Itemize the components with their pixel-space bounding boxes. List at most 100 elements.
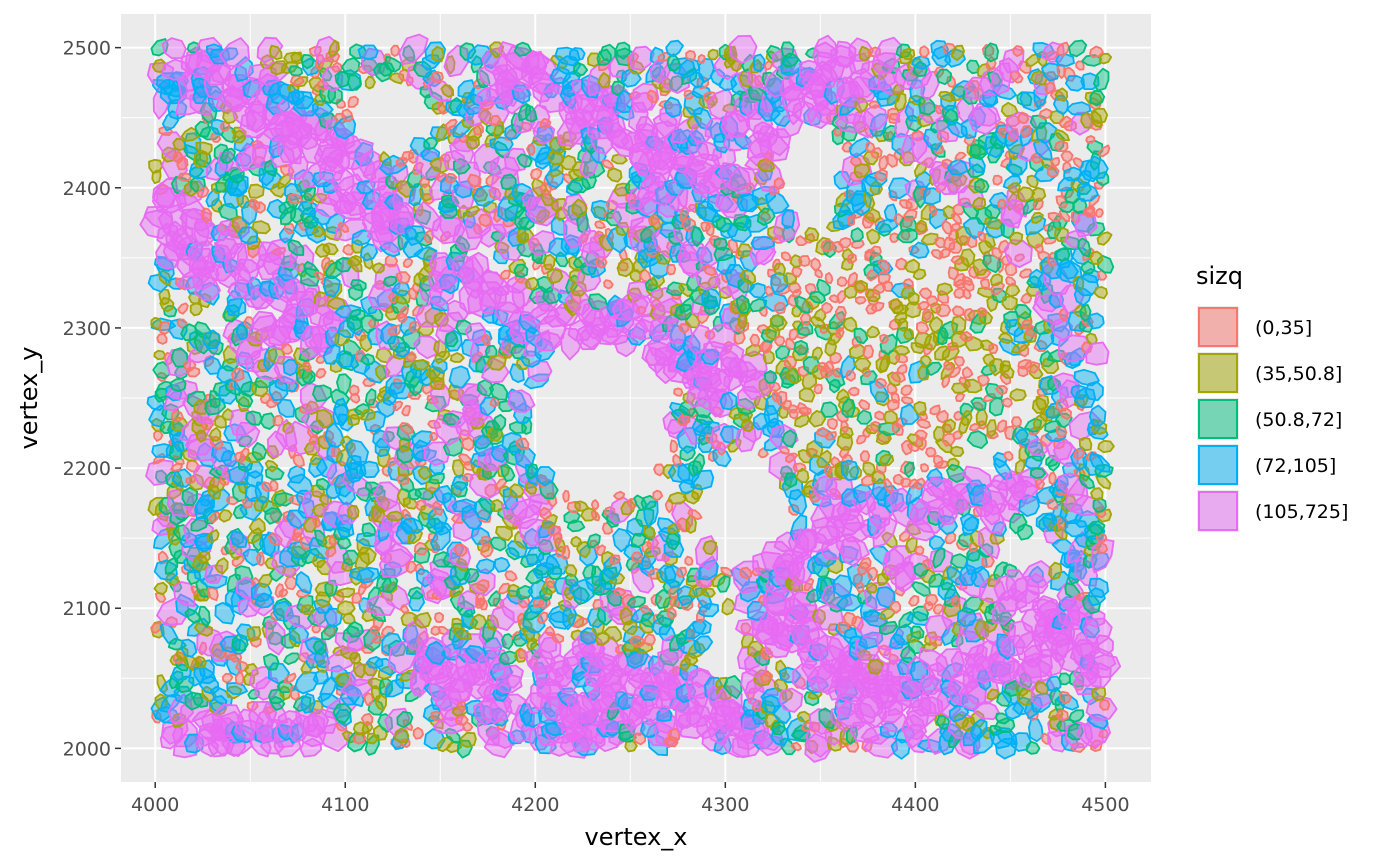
cell-polygon	[223, 423, 247, 442]
cell-polygon	[226, 682, 249, 695]
cell-polygon	[1090, 487, 1104, 501]
cell-polygon	[854, 296, 867, 305]
cell-polygon	[986, 419, 997, 438]
cell-polygon	[268, 479, 279, 492]
legend-label: (0,35]	[1255, 317, 1312, 339]
cell-polygon	[322, 242, 339, 256]
cell-polygon	[893, 344, 911, 356]
cell-polygon	[150, 622, 163, 634]
cell-polygon	[255, 551, 265, 567]
cell-polygon	[206, 586, 219, 602]
cell-polygon	[346, 620, 365, 638]
cell-polygon	[939, 248, 951, 259]
cell-polygon	[1021, 318, 1033, 330]
legend-label: (105,725]	[1255, 501, 1348, 523]
cell-polygon	[302, 359, 312, 372]
cell-polygon	[388, 72, 405, 85]
cell-polygon	[179, 696, 214, 723]
cell-polygon	[1034, 477, 1046, 491]
cell-polygon	[476, 579, 490, 592]
cell-polygon	[542, 253, 556, 271]
legend-swatch	[1198, 399, 1238, 439]
cell-polygon	[480, 535, 493, 547]
cell-polygon	[826, 417, 838, 431]
cell-polygon	[185, 475, 197, 485]
cell-polygon	[838, 237, 852, 249]
cell-polygon	[172, 137, 187, 152]
cell-polygon	[153, 581, 168, 596]
cell-polygon	[346, 504, 360, 520]
cell-polygon	[1075, 60, 1085, 71]
cell-polygon	[1091, 686, 1107, 702]
cell-polygon	[293, 671, 319, 695]
cell-polygon	[391, 280, 411, 297]
cell-polygon	[336, 600, 356, 616]
cell-polygon	[347, 74, 362, 91]
cell-polygon	[331, 61, 343, 73]
cell-polygon	[341, 57, 361, 76]
cell-polygon	[411, 358, 430, 371]
cell-polygon	[914, 429, 928, 442]
cell-polygon	[219, 147, 236, 164]
cell-polygon	[369, 423, 382, 436]
cell-polygon	[739, 566, 753, 579]
cell-polygon	[226, 297, 247, 317]
cell-polygon	[292, 527, 304, 538]
cell-polygon	[430, 71, 444, 83]
cell-polygon	[429, 431, 438, 442]
y-tick-label: 2100	[63, 598, 111, 620]
cell-polygon	[783, 472, 798, 489]
cell-polygon	[300, 547, 321, 565]
cell-polygon	[402, 257, 414, 269]
cell-polygon	[413, 209, 432, 226]
cell-polygon	[315, 408, 334, 430]
cell-polygon	[595, 255, 608, 269]
cell-polygon	[382, 275, 398, 288]
cell-polygon	[814, 268, 823, 279]
cell-polygon	[551, 633, 565, 644]
cell-polygon	[364, 75, 376, 90]
cell-polygon	[358, 460, 380, 479]
cell-polygon	[337, 351, 360, 372]
cell-polygon	[335, 587, 356, 598]
cell-polygon	[348, 651, 362, 665]
cell-polygon	[197, 549, 211, 564]
cell-polygon	[457, 700, 467, 711]
cell-polygon	[351, 229, 373, 246]
cell-polygon	[900, 384, 913, 397]
cell-polygon	[384, 253, 399, 268]
cell-polygon	[398, 33, 429, 66]
cell-polygon	[855, 581, 865, 594]
cell-polygon	[364, 388, 377, 406]
cell-polygon	[276, 678, 296, 693]
cell-polygon	[869, 245, 882, 258]
cell-polygon	[408, 590, 426, 612]
cell-polygon	[383, 542, 415, 569]
cell-polygon	[319, 676, 338, 703]
cell-polygon	[176, 155, 189, 171]
cell-polygon	[289, 74, 305, 86]
cell-polygon	[290, 51, 304, 65]
cell-polygon	[951, 222, 961, 232]
cell-polygon	[491, 413, 507, 432]
cell-polygon	[288, 65, 304, 77]
legend-label: (50.8,72]	[1255, 409, 1342, 431]
cell-polygon	[1055, 53, 1075, 67]
cell-polygon	[218, 471, 231, 486]
cell-polygon	[774, 335, 786, 347]
cell-polygon	[362, 159, 394, 184]
cell-polygon	[264, 620, 287, 656]
cell-polygon	[975, 408, 988, 427]
cell-polygon	[989, 273, 1003, 286]
cell-polygon	[666, 263, 677, 276]
cell-polygon	[1060, 150, 1074, 164]
cell-polygon	[283, 672, 297, 684]
cell-polygon	[821, 301, 834, 315]
cell-polygon	[793, 339, 809, 356]
cell-polygon	[181, 486, 199, 507]
cell-polygon	[327, 39, 340, 58]
cell-polygon	[737, 242, 753, 258]
cell-polygon	[193, 220, 215, 247]
cell-polygon	[402, 44, 416, 63]
cell-polygon	[513, 263, 529, 278]
